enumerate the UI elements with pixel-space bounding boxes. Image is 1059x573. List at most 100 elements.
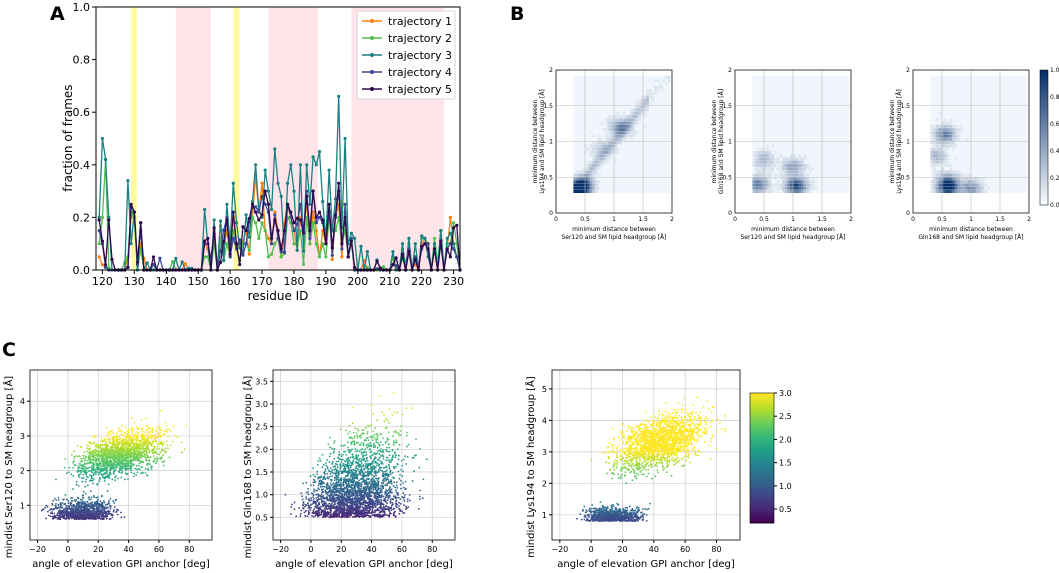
series-point-t5-48 [250,202,255,206]
heatmap-cell [779,173,783,177]
scatter-point [82,457,85,460]
x-tick-label: 2 [670,216,674,223]
colorbar-segment [1040,189,1048,192]
heatmap-cell [584,170,588,174]
heatmap-cell [629,124,633,128]
heatmap-cell [938,154,942,158]
scatter-point [132,456,135,459]
heatmap-cell [589,186,593,190]
heatmap-cell [594,163,598,167]
heatmap-cell [586,163,590,167]
scatter-point [130,458,132,461]
y-tick-label: 0.5 [722,174,732,181]
heatmap-cell [576,170,580,174]
heatmap-cell [586,167,590,171]
heatmap-cell [648,89,652,93]
heatmap-cell [779,176,783,180]
shaded-region-2 [175,7,211,270]
scatter-point [143,444,146,447]
heatmap-cell [621,128,625,132]
series-point-t5-39 [222,239,226,243]
scatter-point [162,460,165,463]
scatter-point [329,478,332,481]
heatmap-cell [760,154,764,158]
heatmap-cell [951,180,955,184]
scatter-point [99,477,101,479]
heatmap-cell [763,176,767,180]
heatmap-cell [605,134,609,138]
scatter-point [105,427,108,430]
heatmap-cell [643,111,647,115]
heatmap-cell [768,190,772,193]
scatter-point [100,514,103,517]
scatter-point [112,510,115,513]
scatter-point [155,430,157,432]
series-point-t5-55 [273,218,277,222]
heatmap-cell [957,186,961,190]
scatter-point [97,510,100,513]
scatter-point [154,462,157,465]
y-tick-label: 1.5 [543,103,553,110]
scatter-point [111,438,114,441]
scatter-point [106,515,109,518]
heatmap-cell [781,170,785,174]
heatmap-cell [795,163,799,167]
scatter-point [116,513,119,516]
scatter-point [138,462,141,465]
scatter-point [108,518,111,520]
heatmap-cell [949,190,953,193]
heatmap-cell [938,160,942,164]
scatter-point [125,454,127,457]
scatter-point [116,432,118,435]
scatter-point [72,466,74,469]
heatmap-cell [806,167,810,171]
heatmap-cell [584,180,588,184]
heatmap-cell [965,186,969,190]
scatter-point [78,509,81,512]
heatmap-cell [935,124,939,128]
heatmap-cell [629,131,633,135]
scatter-point [400,460,403,462]
scatter-point [94,471,96,474]
series-point-t4-54 [270,242,274,246]
heatmap-cell [941,160,945,164]
heatmap-cell [949,137,953,141]
heatmap-cell [629,118,633,122]
heatmap-cell [784,167,788,171]
heatmap-cell [584,190,588,193]
scatter-point [82,517,85,520]
series-point-t3-66 [308,202,312,206]
scatter-point [91,479,94,482]
heatmap-cell [627,118,631,122]
heatmap-cell [790,154,794,158]
colorbar-segment [1040,92,1048,96]
heatmap-cell [613,124,617,128]
scatter-point [93,512,96,515]
series-point-t4-55 [273,213,277,217]
scatter-point [117,509,120,511]
heatmap-cell [935,141,939,145]
heatmap-cell [978,183,982,187]
scatter-point [131,438,133,441]
scatter-point [71,517,73,520]
scatter-point [124,438,127,441]
scatter-point [106,438,109,441]
scatter-point [160,429,163,431]
heatmap-cell [978,176,982,180]
scatter-point [152,435,155,437]
series-point-t3-55 [273,147,277,151]
series-point-t5-65 [305,194,309,198]
heatmap-cell [943,124,947,128]
scatter-point [319,460,322,462]
heatmap-cell [586,190,590,193]
heatmap-cell [803,170,807,174]
heatmap-cell [654,89,658,93]
scatter-point [140,429,143,431]
heatmap-cell [965,190,969,193]
scatter-point [124,465,127,467]
heatmap-cell [968,180,972,184]
heatmap-cell [768,170,772,174]
heatmap-cell [629,115,633,119]
scatter-point [57,510,60,513]
scatter-point [364,462,367,465]
